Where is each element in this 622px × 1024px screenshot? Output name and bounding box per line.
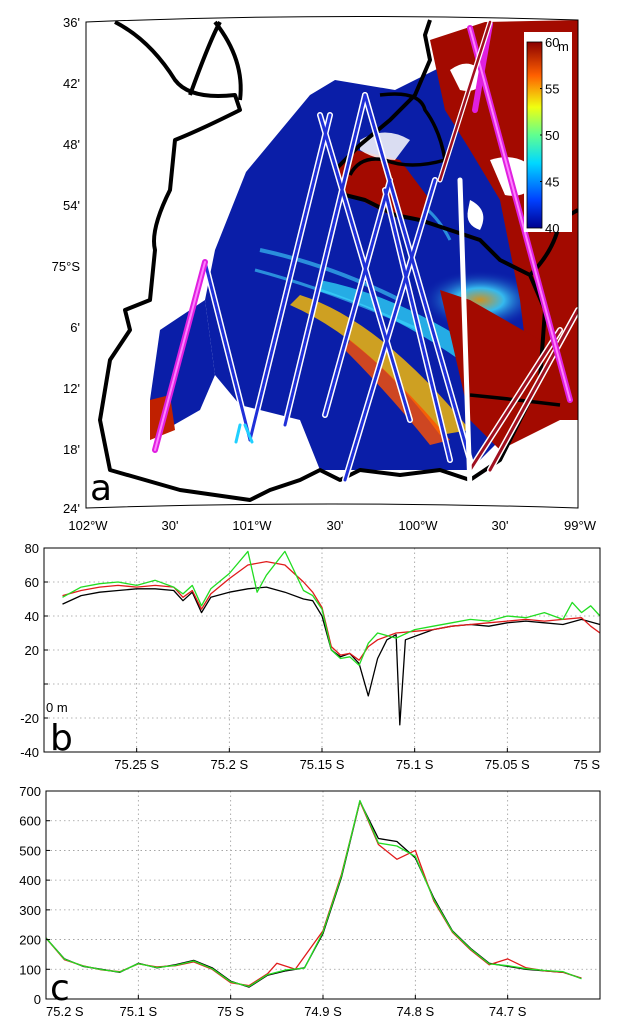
x-tick-label: 75.2 S xyxy=(46,1004,84,1019)
y-tick-label: 40 xyxy=(25,609,39,624)
series-line-red xyxy=(45,800,582,987)
map-lat-label: 18' xyxy=(63,442,80,457)
y-tick-label: 300 xyxy=(19,903,41,918)
panel-letter-b: b xyxy=(50,718,73,759)
map-lat-label: 54' xyxy=(63,198,80,213)
y-tick-label: 200 xyxy=(19,933,41,948)
x-tick-label: 74.8 S xyxy=(397,1004,435,1019)
y-tick-label: -20 xyxy=(20,711,39,726)
series-line-green xyxy=(62,550,601,666)
x-tick-label: 74.9 S xyxy=(304,1004,342,1019)
map-water-swath xyxy=(205,60,540,470)
map-lat-label: 42' xyxy=(63,76,80,91)
map-tracks xyxy=(152,19,578,493)
colorbar-unit: m xyxy=(558,39,569,54)
panel-b-chart: 80 60 40 20 -20 -40 75.25 S 75.2 S 75.15 S 75.1 … xyxy=(20,541,601,772)
panel-c-chart: 700 600 500 400 300 200 100 0 75.2 S 75.1 S 75 S 7… xyxy=(19,784,601,1019)
x-tick-label: 75.25 S xyxy=(114,757,159,772)
map-lon-label: 102°W xyxy=(68,518,108,533)
series-line-red xyxy=(62,560,601,661)
y-tick-label: 80 xyxy=(25,541,39,556)
map-lon-label: 99°W xyxy=(564,518,597,533)
colorbar-tick-label: 50 xyxy=(545,128,559,143)
series-line-black xyxy=(45,800,582,988)
colorbar-tick-label: 40 xyxy=(545,221,559,236)
y-tick-label: 100 xyxy=(19,962,41,977)
series-line-green xyxy=(45,799,582,988)
y-tick-label: 400 xyxy=(19,873,41,888)
y-tick-label: 500 xyxy=(19,843,41,858)
x-tick-label: 74.7 S xyxy=(489,1004,527,1019)
colorbar-tick-label: 60 xyxy=(545,35,559,50)
x-tick-label: 75.2 S xyxy=(211,757,249,772)
panel-letter-c: c xyxy=(50,968,70,1009)
y-tick-label: -40 xyxy=(20,745,39,760)
panel-b-extra-label: 0 m xyxy=(46,700,68,715)
x-tick-label: 75 S xyxy=(573,757,600,772)
x-tick-label: 75.1 S xyxy=(396,757,434,772)
y-tick-label: 600 xyxy=(19,814,41,829)
x-tick-label: 75.15 S xyxy=(300,757,345,772)
map-lon-label: 30' xyxy=(162,518,179,533)
y-tick-label: 0 xyxy=(34,992,41,1007)
x-tick-label: 75 S xyxy=(217,1004,244,1019)
map-lat-label: 6' xyxy=(70,320,80,335)
map-lon-label: 30' xyxy=(492,518,509,533)
map-lon-label: 100°W xyxy=(398,518,438,533)
y-tick-label: 700 xyxy=(19,784,41,799)
colorbar-gradient xyxy=(526,41,543,229)
map-lon-label: 101°W xyxy=(232,518,272,533)
y-tick-label: 60 xyxy=(25,575,39,590)
panel-letter-a: a xyxy=(90,468,112,509)
map-coastline xyxy=(98,19,547,502)
colorbar-tick-label: 55 xyxy=(545,82,559,97)
map-lat-label: 12' xyxy=(63,381,80,396)
map-lat-label: 48' xyxy=(63,137,80,152)
series-line-black xyxy=(62,586,601,726)
panel-a-map: 60 55 50 45 40 m 36' 42' 48' 54' 75°S 6' 12' 18' 24'… xyxy=(52,15,597,533)
x-tick-label: 75.05 S xyxy=(485,757,530,772)
map-lon-label: 30' xyxy=(327,518,344,533)
colorbar: 60 55 50 45 40 m xyxy=(524,32,572,236)
map-lat-label: 75°S xyxy=(52,259,81,274)
x-tick-label: 75.1 S xyxy=(120,1004,158,1019)
colorbar-tick-label: 45 xyxy=(545,175,559,190)
map-frame xyxy=(85,15,579,509)
map-lat-label: 36' xyxy=(63,15,80,30)
map-lat-label: 24' xyxy=(63,501,80,516)
y-tick-label: 20 xyxy=(25,643,39,658)
